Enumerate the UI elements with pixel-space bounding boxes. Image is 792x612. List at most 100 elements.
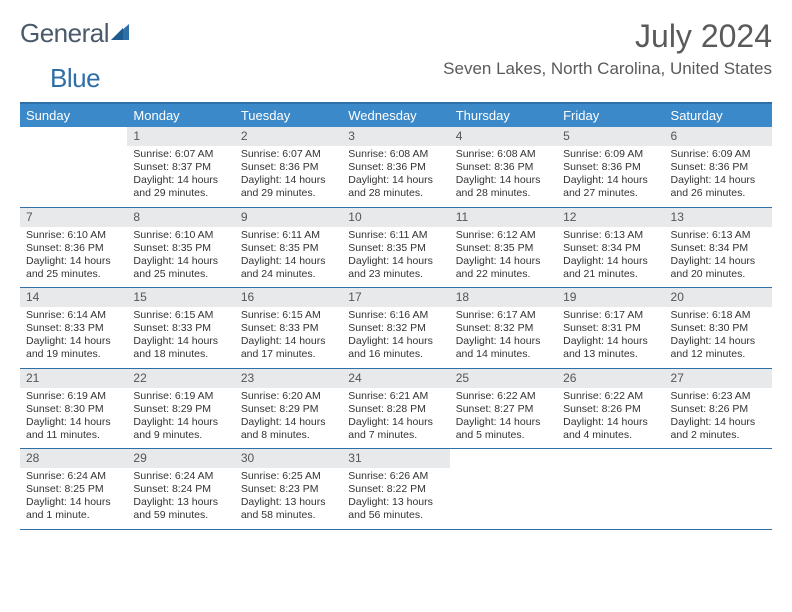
day-cell <box>665 449 772 529</box>
logo: General <box>20 18 133 49</box>
day-cell: 6Sunrise: 6:09 AMSunset: 8:36 PMDaylight… <box>665 127 772 207</box>
day-number: 22 <box>127 369 234 388</box>
day-body: Sunrise: 6:09 AMSunset: 8:36 PMDaylight:… <box>557 146 664 207</box>
day-header: Friday <box>557 104 664 127</box>
daylight-text: Daylight: 14 hours and 27 minutes. <box>563 174 658 200</box>
sunrise-text: Sunrise: 6:18 AM <box>671 309 766 322</box>
sunset-text: Sunset: 8:36 PM <box>348 161 443 174</box>
day-number <box>665 449 772 468</box>
sunrise-text: Sunrise: 6:08 AM <box>456 148 551 161</box>
week-row: 7Sunrise: 6:10 AMSunset: 8:36 PMDaylight… <box>20 208 772 289</box>
logo-sail-icon <box>111 18 133 49</box>
calendar: SundayMondayTuesdayWednesdayThursdayFrid… <box>20 102 772 530</box>
daylight-text: Daylight: 14 hours and 16 minutes. <box>348 335 443 361</box>
sunrise-text: Sunrise: 6:07 AM <box>241 148 336 161</box>
day-number: 5 <box>557 127 664 146</box>
day-cell <box>450 449 557 529</box>
day-header: Sunday <box>20 104 127 127</box>
day-cell: 12Sunrise: 6:13 AMSunset: 8:34 PMDayligh… <box>557 208 664 288</box>
day-cell: 16Sunrise: 6:15 AMSunset: 8:33 PMDayligh… <box>235 288 342 368</box>
daylight-text: Daylight: 14 hours and 19 minutes. <box>26 335 121 361</box>
daylight-text: Daylight: 14 hours and 18 minutes. <box>133 335 228 361</box>
day-cell: 3Sunrise: 6:08 AMSunset: 8:36 PMDaylight… <box>342 127 449 207</box>
week-row: 14Sunrise: 6:14 AMSunset: 8:33 PMDayligh… <box>20 288 772 369</box>
daylight-text: Daylight: 14 hours and 28 minutes. <box>348 174 443 200</box>
day-cell: 14Sunrise: 6:14 AMSunset: 8:33 PMDayligh… <box>20 288 127 368</box>
sunset-text: Sunset: 8:34 PM <box>671 242 766 255</box>
daylight-text: Daylight: 14 hours and 13 minutes. <box>563 335 658 361</box>
day-number: 23 <box>235 369 342 388</box>
week-row: 1Sunrise: 6:07 AMSunset: 8:37 PMDaylight… <box>20 127 772 208</box>
day-body: Sunrise: 6:07 AMSunset: 8:36 PMDaylight:… <box>235 146 342 207</box>
day-body: Sunrise: 6:20 AMSunset: 8:29 PMDaylight:… <box>235 388 342 449</box>
daylight-text: Daylight: 14 hours and 22 minutes. <box>456 255 551 281</box>
sunrise-text: Sunrise: 6:17 AM <box>563 309 658 322</box>
day-number: 16 <box>235 288 342 307</box>
daylight-text: Daylight: 14 hours and 5 minutes. <box>456 416 551 442</box>
day-body: Sunrise: 6:19 AMSunset: 8:30 PMDaylight:… <box>20 388 127 449</box>
day-number: 27 <box>665 369 772 388</box>
sunset-text: Sunset: 8:28 PM <box>348 403 443 416</box>
sunset-text: Sunset: 8:30 PM <box>671 322 766 335</box>
daylight-text: Daylight: 14 hours and 8 minutes. <box>241 416 336 442</box>
daylight-text: Daylight: 14 hours and 20 minutes. <box>671 255 766 281</box>
day-cell: 28Sunrise: 6:24 AMSunset: 8:25 PMDayligh… <box>20 449 127 529</box>
day-cell: 18Sunrise: 6:17 AMSunset: 8:32 PMDayligh… <box>450 288 557 368</box>
day-cell: 17Sunrise: 6:16 AMSunset: 8:32 PMDayligh… <box>342 288 449 368</box>
day-body: Sunrise: 6:08 AMSunset: 8:36 PMDaylight:… <box>342 146 449 207</box>
sunset-text: Sunset: 8:24 PM <box>133 483 228 496</box>
day-cell: 13Sunrise: 6:13 AMSunset: 8:34 PMDayligh… <box>665 208 772 288</box>
day-number: 20 <box>665 288 772 307</box>
day-number: 19 <box>557 288 664 307</box>
sunset-text: Sunset: 8:34 PM <box>563 242 658 255</box>
day-cell: 23Sunrise: 6:20 AMSunset: 8:29 PMDayligh… <box>235 369 342 449</box>
day-cell: 29Sunrise: 6:24 AMSunset: 8:24 PMDayligh… <box>127 449 234 529</box>
day-body: Sunrise: 6:26 AMSunset: 8:22 PMDaylight:… <box>342 468 449 529</box>
day-header: Saturday <box>665 104 772 127</box>
day-cell: 2Sunrise: 6:07 AMSunset: 8:36 PMDaylight… <box>235 127 342 207</box>
sunrise-text: Sunrise: 6:10 AM <box>26 229 121 242</box>
sunrise-text: Sunrise: 6:22 AM <box>456 390 551 403</box>
day-cell: 30Sunrise: 6:25 AMSunset: 8:23 PMDayligh… <box>235 449 342 529</box>
day-cell: 26Sunrise: 6:22 AMSunset: 8:26 PMDayligh… <box>557 369 664 449</box>
day-body: Sunrise: 6:23 AMSunset: 8:26 PMDaylight:… <box>665 388 772 449</box>
sunrise-text: Sunrise: 6:09 AM <box>563 148 658 161</box>
day-body <box>557 468 664 476</box>
day-cell: 5Sunrise: 6:09 AMSunset: 8:36 PMDaylight… <box>557 127 664 207</box>
day-body <box>665 468 772 476</box>
day-number <box>450 449 557 468</box>
day-cell: 25Sunrise: 6:22 AMSunset: 8:27 PMDayligh… <box>450 369 557 449</box>
day-number: 12 <box>557 208 664 227</box>
day-cell: 7Sunrise: 6:10 AMSunset: 8:36 PMDaylight… <box>20 208 127 288</box>
sunset-text: Sunset: 8:33 PM <box>241 322 336 335</box>
day-number: 10 <box>342 208 449 227</box>
sunset-text: Sunset: 8:32 PM <box>456 322 551 335</box>
sunrise-text: Sunrise: 6:11 AM <box>241 229 336 242</box>
day-header: Wednesday <box>342 104 449 127</box>
sunrise-text: Sunrise: 6:10 AM <box>133 229 228 242</box>
sunset-text: Sunset: 8:22 PM <box>348 483 443 496</box>
day-cell: 22Sunrise: 6:19 AMSunset: 8:29 PMDayligh… <box>127 369 234 449</box>
day-number: 7 <box>20 208 127 227</box>
daylight-text: Daylight: 14 hours and 11 minutes. <box>26 416 121 442</box>
day-body: Sunrise: 6:22 AMSunset: 8:26 PMDaylight:… <box>557 388 664 449</box>
daylight-text: Daylight: 14 hours and 4 minutes. <box>563 416 658 442</box>
day-body <box>20 146 127 154</box>
sunset-text: Sunset: 8:29 PM <box>133 403 228 416</box>
sunrise-text: Sunrise: 6:15 AM <box>241 309 336 322</box>
daylight-text: Daylight: 13 hours and 58 minutes. <box>241 496 336 522</box>
day-number: 13 <box>665 208 772 227</box>
location: Seven Lakes, North Carolina, United Stat… <box>443 59 772 79</box>
day-body: Sunrise: 6:11 AMSunset: 8:35 PMDaylight:… <box>342 227 449 288</box>
day-body: Sunrise: 6:19 AMSunset: 8:29 PMDaylight:… <box>127 388 234 449</box>
sunrise-text: Sunrise: 6:17 AM <box>456 309 551 322</box>
day-number: 1 <box>127 127 234 146</box>
day-cell: 21Sunrise: 6:19 AMSunset: 8:30 PMDayligh… <box>20 369 127 449</box>
day-body: Sunrise: 6:17 AMSunset: 8:31 PMDaylight:… <box>557 307 664 368</box>
sunrise-text: Sunrise: 6:25 AM <box>241 470 336 483</box>
day-cell: 20Sunrise: 6:18 AMSunset: 8:30 PMDayligh… <box>665 288 772 368</box>
day-cell: 15Sunrise: 6:15 AMSunset: 8:33 PMDayligh… <box>127 288 234 368</box>
daylight-text: Daylight: 14 hours and 29 minutes. <box>133 174 228 200</box>
day-number: 8 <box>127 208 234 227</box>
daylight-text: Daylight: 14 hours and 29 minutes. <box>241 174 336 200</box>
